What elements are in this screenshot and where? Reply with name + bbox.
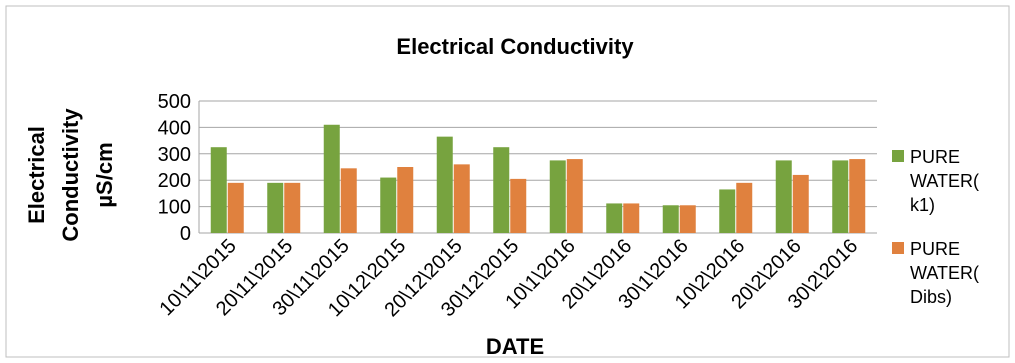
bar-k1 [323, 124, 340, 233]
bar-dibs [679, 205, 696, 233]
legend: PURE WATER( k1) PURE WATER( Dibs) [892, 147, 979, 307]
legend-label: WATER( [910, 263, 979, 283]
bar-dibs [792, 174, 809, 233]
y-axis-title-line: Electrical [24, 126, 49, 224]
x-axis-title: DATE [486, 334, 544, 359]
bar-dibs [284, 182, 301, 233]
bar-dibs [397, 167, 414, 233]
bar-k1 [380, 177, 397, 233]
legend-label: PURE [910, 147, 960, 167]
y-tick-label: 100 [158, 197, 191, 219]
bar-k1 [775, 160, 792, 233]
legend-label: k1) [910, 195, 935, 215]
bar-k1 [267, 182, 284, 233]
bar-k1 [549, 160, 566, 233]
bar-k1 [436, 136, 453, 233]
y-axis-ticks: 0 100 200 300 400 500 [158, 91, 191, 245]
bar-k1 [719, 189, 736, 233]
bar-dibs [453, 164, 470, 233]
bar-k1 [832, 160, 849, 233]
chart-title: Electrical Conductivity [396, 34, 634, 59]
bar-dibs [736, 182, 753, 233]
legend-label: PURE [910, 239, 960, 259]
bar-k1 [662, 205, 679, 233]
bar-dibs [566, 159, 583, 233]
y-tick-label: 500 [158, 91, 191, 113]
legend-swatch [892, 242, 904, 254]
y-axis-title: Electrical Conductivity µS/cm [24, 108, 117, 242]
legend-label: Dibs) [910, 287, 952, 307]
bars [210, 124, 866, 233]
y-tick-label: 200 [158, 170, 191, 192]
y-tick-label: 300 [158, 144, 191, 166]
y-tick-label: 0 [180, 223, 191, 245]
y-axis-title-line: Conductivity [58, 108, 83, 242]
gridlines [198, 100, 877, 234]
bar-dibs [340, 168, 357, 233]
bar-k1 [493, 147, 510, 233]
y-axis-title-line: µS/cm [92, 142, 117, 207]
bar-dibs [849, 159, 866, 233]
bar-dibs [623, 203, 640, 233]
legend-swatch [892, 150, 904, 162]
bar-dibs [227, 182, 244, 233]
legend-label: WATER( [910, 171, 979, 191]
bar-dibs [510, 178, 527, 233]
bar-k1 [606, 203, 623, 233]
bar-k1 [210, 147, 227, 233]
y-tick-label: 400 [158, 117, 191, 139]
